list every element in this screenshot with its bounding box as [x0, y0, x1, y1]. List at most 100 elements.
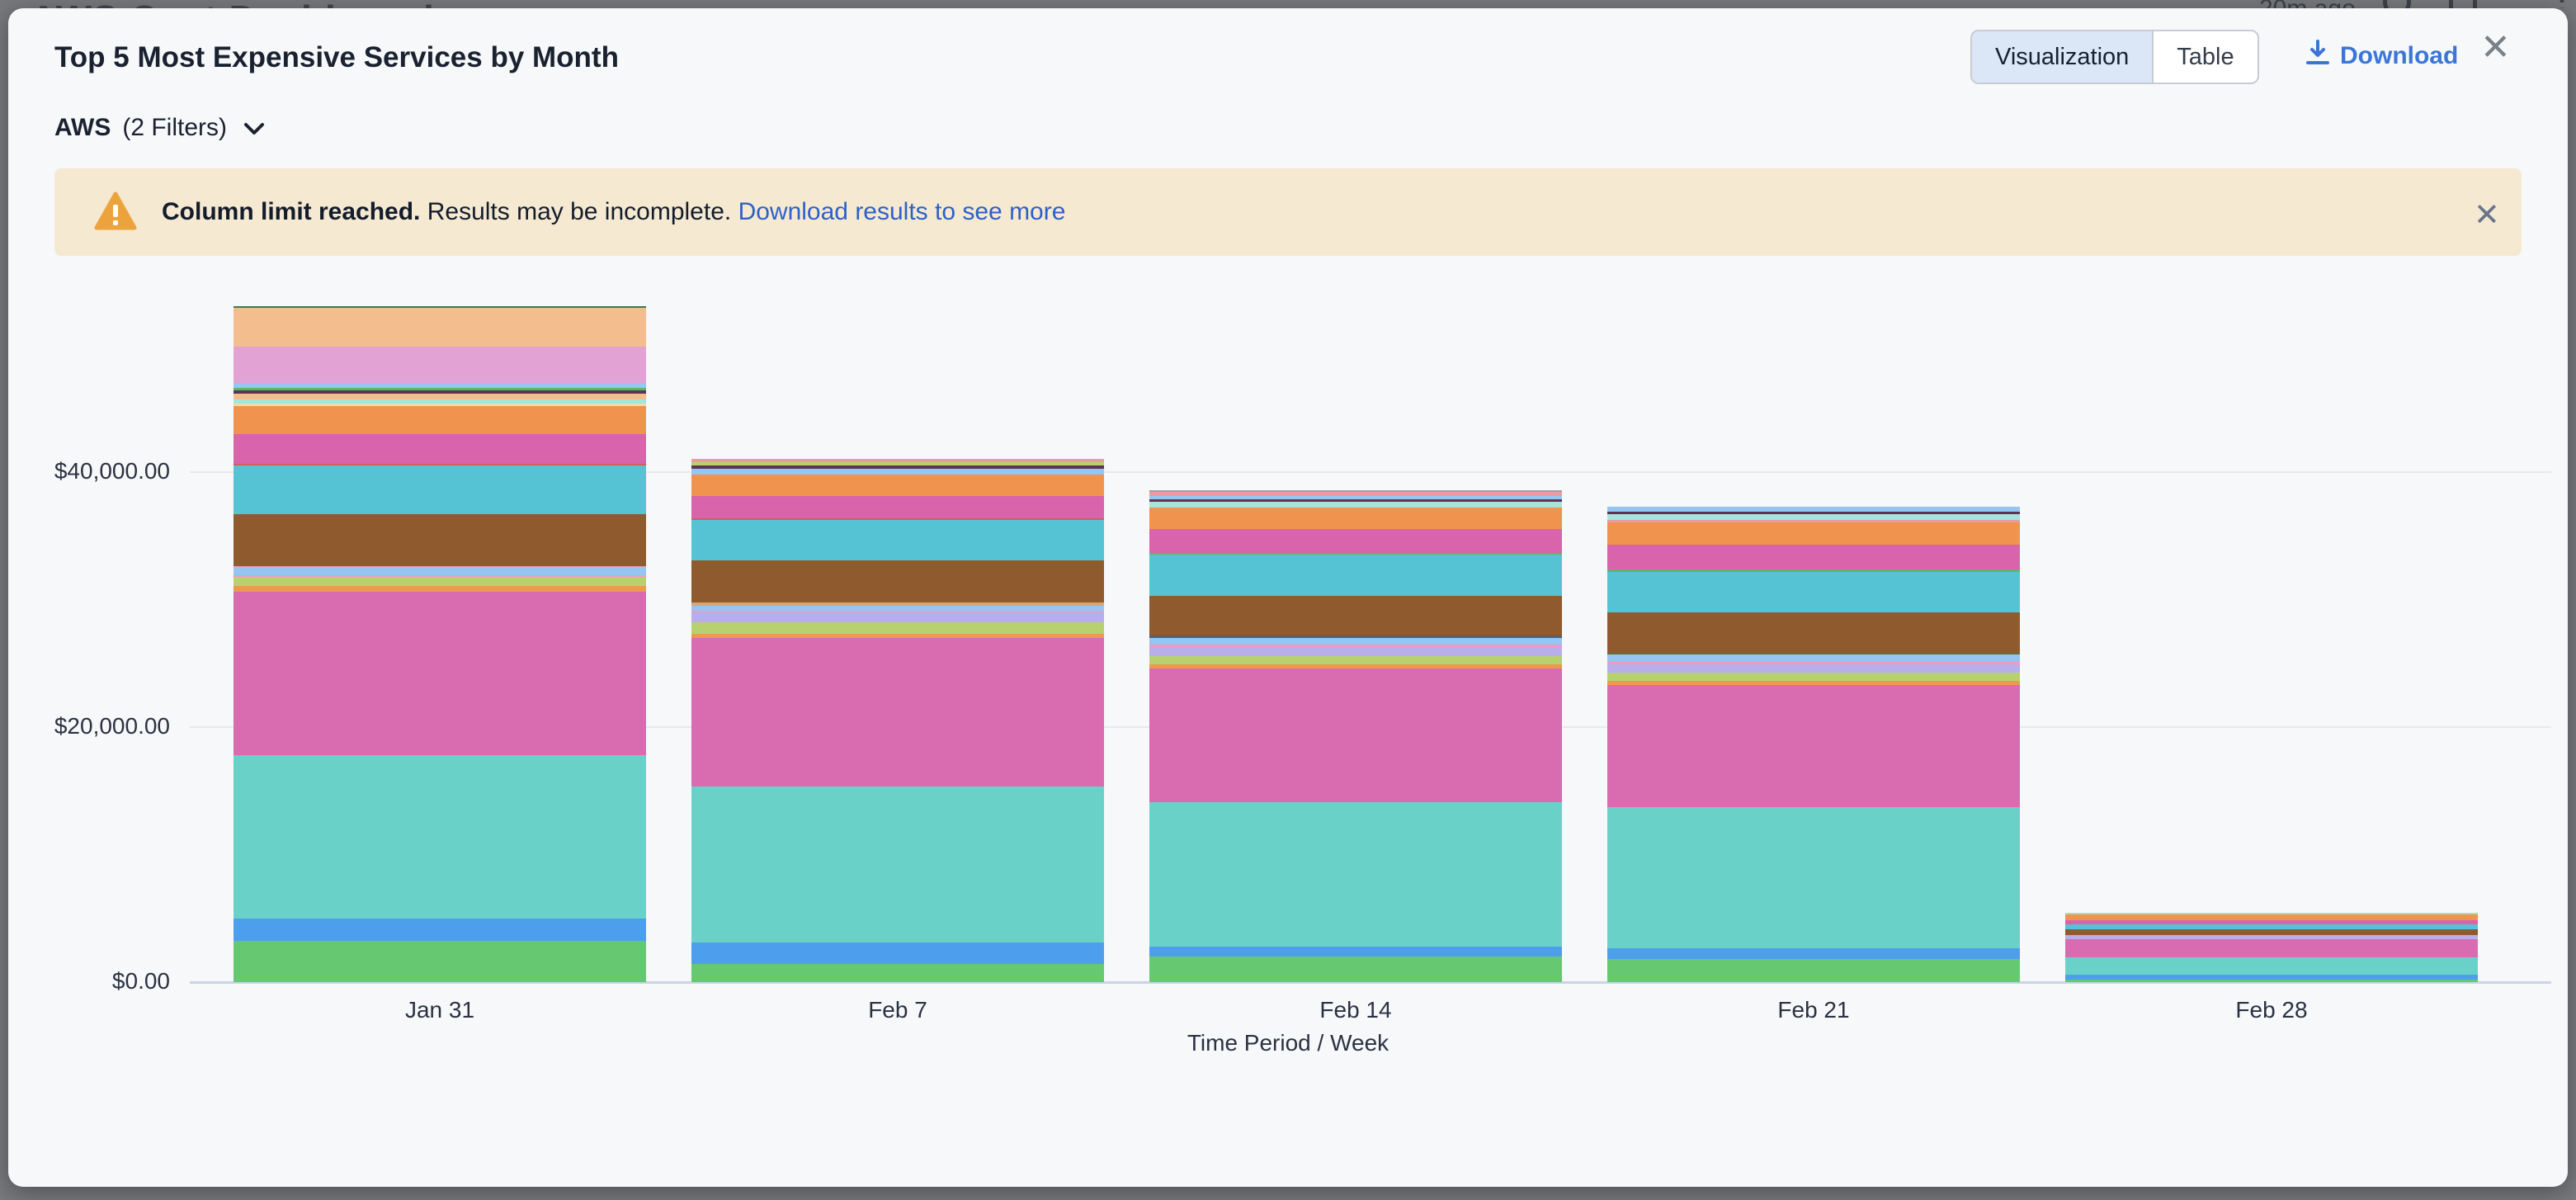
bar-feb-14[interactable] — [1149, 490, 1562, 982]
bar-segment[interactable] — [1607, 958, 2020, 982]
bar-segment[interactable] — [234, 586, 646, 592]
bar-segment[interactable] — [1607, 673, 2020, 682]
bar-segment[interactable] — [691, 602, 1104, 606]
bar-segment[interactable] — [2065, 938, 2478, 957]
bar-segment[interactable] — [2065, 920, 2478, 924]
bar-segment[interactable] — [1149, 508, 1562, 530]
bar-segment[interactable] — [691, 462, 1104, 465]
bar-segment[interactable] — [1607, 664, 2020, 673]
bar-segment[interactable] — [691, 637, 1104, 787]
bar-segment[interactable] — [1607, 612, 2020, 653]
bar-segment[interactable] — [1149, 801, 1562, 947]
modal-close-icon[interactable]: ✕ — [2480, 27, 2511, 68]
bar-segment[interactable] — [691, 634, 1104, 638]
bar-segment[interactable] — [234, 464, 646, 466]
bar-segment[interactable] — [1149, 655, 1562, 665]
bar-feb-7[interactable] — [691, 459, 1104, 982]
bar-segment[interactable] — [1149, 490, 1562, 493]
bar-segment[interactable] — [234, 404, 646, 407]
bar-segment[interactable] — [1607, 522, 2020, 545]
bar-segment[interactable] — [1149, 635, 1562, 639]
bar-segment[interactable] — [1149, 529, 1562, 553]
bar-segment[interactable] — [1607, 514, 2020, 521]
bar-segment[interactable] — [234, 390, 646, 394]
bar-segment[interactable] — [691, 517, 1104, 521]
bar-feb-28[interactable] — [2065, 913, 2478, 982]
banner-close-icon[interactable]: ✕ — [2474, 198, 2500, 233]
bar-segment[interactable] — [691, 495, 1104, 518]
bar-segment[interactable] — [234, 513, 646, 566]
bar-segment[interactable] — [691, 942, 1104, 964]
bar-segment[interactable] — [1149, 552, 1562, 555]
tab-table[interactable]: Table — [2177, 43, 2234, 70]
bar-feb-21[interactable] — [1607, 506, 2020, 982]
bar-segment[interactable] — [691, 560, 1104, 603]
tab-visualization[interactable]: Visualization — [1972, 31, 2154, 83]
bar-segment[interactable] — [234, 399, 646, 404]
bar-segment[interactable] — [691, 605, 1104, 611]
bar-segment[interactable] — [1149, 501, 1562, 508]
bar-segment[interactable] — [234, 434, 646, 465]
bar-segment[interactable] — [1149, 595, 1562, 635]
bar-segment[interactable] — [234, 406, 646, 435]
bar-segment[interactable] — [234, 393, 646, 399]
bar-segment[interactable] — [691, 468, 1104, 475]
bar-segment[interactable] — [1607, 520, 2020, 522]
bar-segment[interactable] — [234, 940, 646, 982]
download-button[interactable]: Download — [2305, 40, 2458, 73]
filter-dropdown[interactable]: AWS (2 Filters) — [54, 114, 265, 142]
bar-segment[interactable] — [1607, 806, 2020, 949]
bar-segment[interactable] — [2065, 914, 2478, 921]
bar-segment[interactable] — [1149, 498, 1562, 502]
bar-segment[interactable] — [234, 347, 646, 383]
bar-segment[interactable] — [691, 787, 1104, 943]
bar-segment[interactable] — [234, 565, 646, 568]
bar-segment[interactable] — [1607, 511, 2020, 515]
bar-segment[interactable] — [1607, 661, 2020, 665]
bar-segment[interactable] — [2065, 924, 2478, 929]
bar-segment[interactable] — [1149, 555, 1562, 596]
bar-segment[interactable] — [1149, 956, 1562, 982]
bar-segment[interactable] — [234, 577, 646, 587]
bar-segment[interactable] — [1149, 495, 1562, 499]
bar-segment[interactable] — [1149, 669, 1562, 802]
bar-segment[interactable] — [691, 465, 1104, 469]
bar-segment[interactable] — [1607, 652, 2020, 655]
bar-segment[interactable] — [1607, 654, 2020, 661]
bar-segment[interactable] — [691, 520, 1104, 560]
bar-segment[interactable] — [234, 591, 646, 756]
download-results-link[interactable]: Download results to see more — [738, 198, 1066, 225]
bar-segment[interactable] — [234, 918, 646, 941]
bar-segment[interactable] — [234, 567, 646, 576]
bar-segment[interactable] — [691, 459, 1104, 463]
bar-segment[interactable] — [234, 387, 646, 390]
bar-segment[interactable] — [2065, 935, 2478, 939]
bar-segment[interactable] — [1607, 569, 2020, 572]
bar-segment[interactable] — [1607, 684, 2020, 807]
bar-segment[interactable] — [1149, 644, 1562, 649]
bar-segment[interactable] — [1149, 946, 1562, 957]
bar-segment[interactable] — [691, 610, 1104, 613]
bar-segment[interactable] — [2065, 913, 2478, 915]
bar-jan-31[interactable] — [234, 305, 646, 982]
bar-segment[interactable] — [234, 382, 646, 388]
bar-segment[interactable] — [691, 963, 1104, 982]
bar-segment[interactable] — [691, 612, 1104, 623]
bar-segment[interactable] — [1607, 571, 2020, 612]
bar-segment[interactable] — [2065, 974, 2478, 980]
bar-segment[interactable] — [2065, 979, 2478, 982]
bar-segment[interactable] — [1149, 664, 1562, 669]
bar-segment[interactable] — [2065, 957, 2478, 975]
bar-segment[interactable] — [234, 465, 646, 514]
bar-segment[interactable] — [1149, 648, 1562, 656]
bar-segment[interactable] — [2065, 928, 2478, 936]
bar-segment[interactable] — [234, 308, 646, 347]
bar-segment[interactable] — [234, 575, 646, 578]
bar-segment[interactable] — [1607, 681, 2020, 685]
bar-segment[interactable] — [691, 475, 1104, 496]
bar-segment[interactable] — [1607, 506, 2020, 512]
bar-segment[interactable] — [1149, 492, 1562, 496]
bar-segment[interactable] — [1607, 544, 2020, 569]
bar-segment[interactable] — [1149, 638, 1562, 645]
bar-segment[interactable] — [234, 305, 646, 309]
